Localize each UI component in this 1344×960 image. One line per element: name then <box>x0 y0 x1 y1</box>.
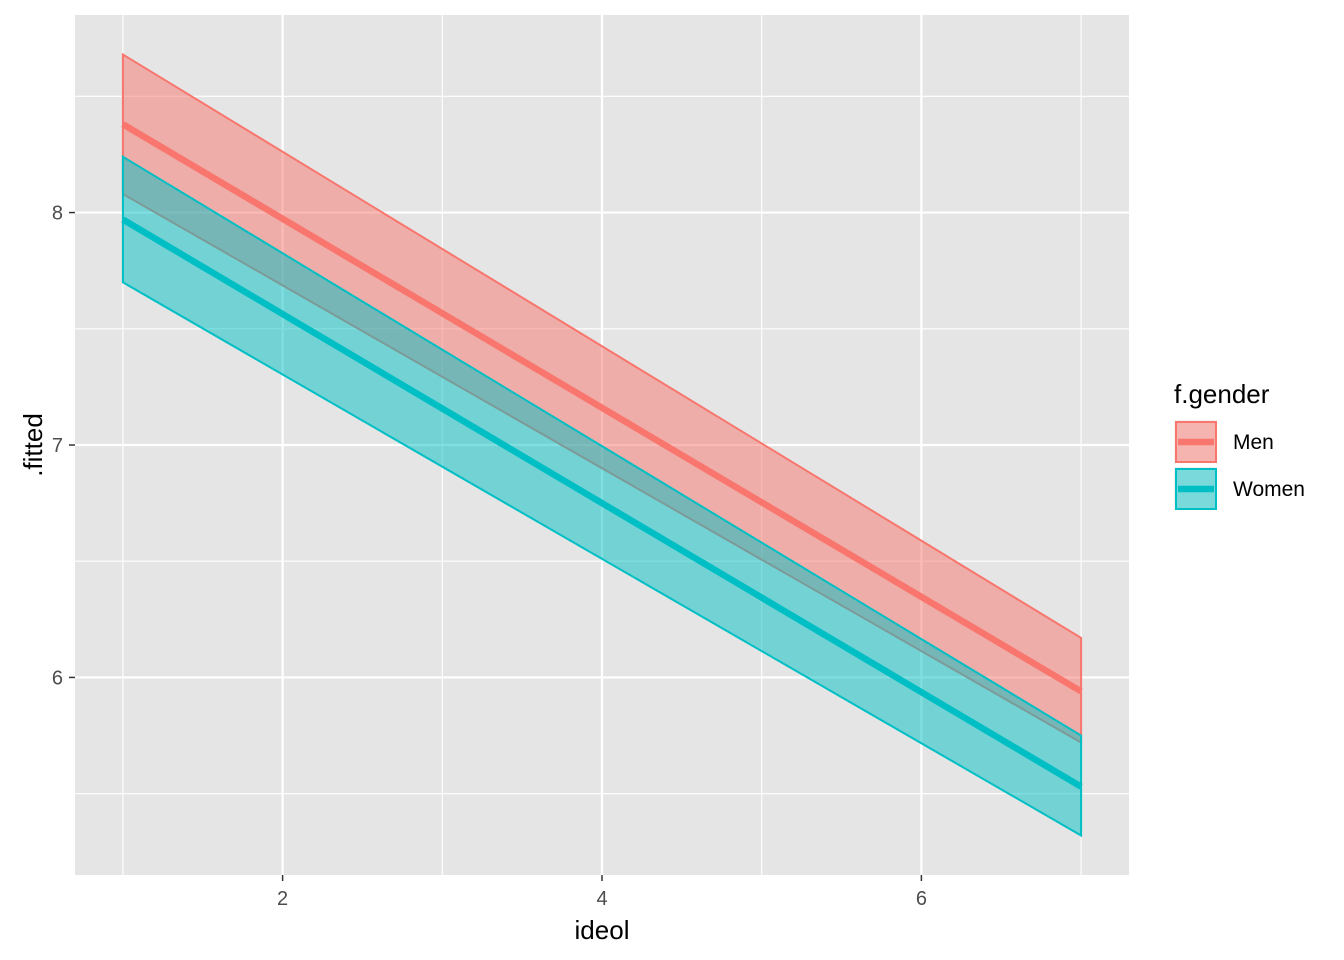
x-tick-label: 4 <box>596 888 607 910</box>
x-tick-label: 2 <box>277 888 288 910</box>
legend: f.gender Men Women <box>1174 379 1305 510</box>
y-axis-title: .fitted <box>18 413 48 477</box>
x-tick-label: 6 <box>916 888 927 910</box>
legend-item-men: Men <box>1174 420 1274 463</box>
x-axis-title: ideol <box>575 915 630 945</box>
fit-lines <box>121 121 1083 790</box>
fit-line-women <box>121 216 1083 790</box>
x-axis: 2 4 6 <box>277 875 927 910</box>
legend-item-women: Women <box>1174 467 1305 510</box>
y-tick-label: 7 <box>52 435 63 457</box>
y-axis: 6 7 8 <box>52 203 75 689</box>
confidence-band-women <box>121 155 1083 838</box>
legend-title: f.gender <box>1174 379 1270 409</box>
legend-label-men: Men <box>1233 431 1274 454</box>
y-tick-label: 6 <box>52 667 63 689</box>
fit-line-men <box>121 121 1083 695</box>
legend-label-women: Women <box>1233 478 1305 501</box>
y-tick-label: 8 <box>52 203 63 225</box>
confidence-bands <box>121 52 1083 838</box>
